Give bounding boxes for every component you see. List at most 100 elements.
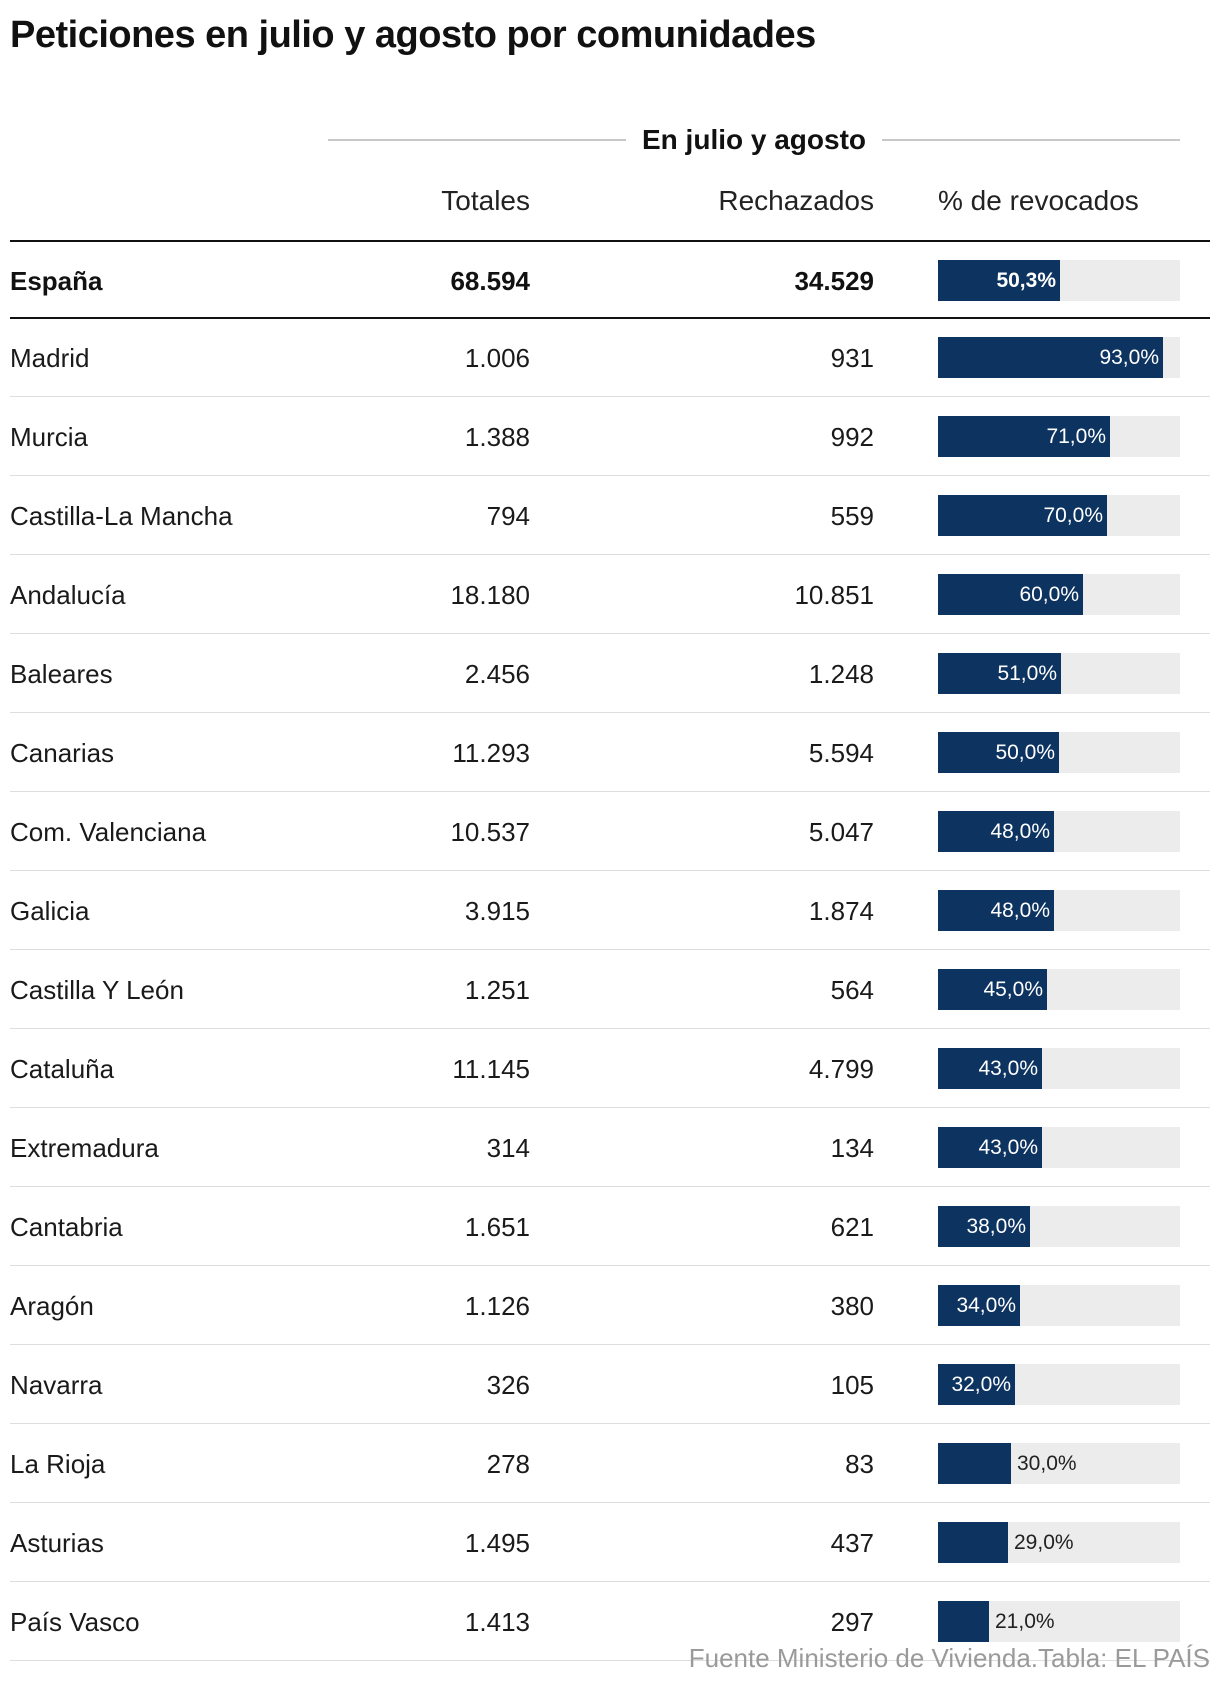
pct-bar-track: 30,0%: [938, 1443, 1180, 1484]
table-row: País Vasco 1.413 297 21,0%: [10, 1584, 1210, 1661]
row-rechazados: 83: [845, 1449, 874, 1479]
pct-bar-label: 48,0%: [990, 820, 1050, 843]
row-rechazados: 564: [830, 975, 874, 1005]
column-header-revocados: % de revocados: [938, 185, 1139, 216]
pct-bar: [938, 1285, 1020, 1326]
row-rechazados: 4.799: [808, 1054, 874, 1084]
row-name: Galicia: [10, 896, 90, 926]
row-totales: 278: [486, 1449, 530, 1479]
row-rechazados: 621: [830, 1212, 874, 1242]
pct-bar-label: 34,0%: [956, 1294, 1016, 1317]
row-totales: 3.915: [464, 896, 530, 926]
row-name: Baleares: [10, 659, 113, 689]
pct-bar: [938, 1206, 1030, 1247]
pct-bar: [938, 260, 1060, 301]
pct-bar-track: 50,3%: [938, 260, 1180, 301]
group-header: En julio y agosto: [328, 120, 1181, 160]
table-row: Baleares 2.456 1.248 51,0%: [10, 636, 1210, 713]
row-totales: 314: [486, 1133, 530, 1163]
pct-bar-track: 43,0%: [938, 1127, 1180, 1168]
row-rechazados: 1.874: [808, 896, 874, 926]
row-name: Andalucía: [10, 580, 126, 610]
pct-bar-label: 50,0%: [995, 741, 1055, 764]
row-name: Cantabria: [10, 1212, 123, 1242]
pct-bar-label: 50,3%: [996, 269, 1056, 292]
row-totales: 794: [486, 501, 530, 531]
pct-bar-label: 21,0%: [995, 1610, 1055, 1633]
pct-bar-track: 48,0%: [938, 811, 1180, 852]
row-rechazados: 931: [830, 343, 874, 373]
pct-bar-track: 60,0%: [938, 574, 1180, 615]
pct-bar-track: 50,0%: [938, 732, 1180, 773]
table-row: Navarra 326 105 32,0%: [10, 1347, 1210, 1424]
row-totales: 1.006: [464, 343, 530, 373]
group-header-rule-right: [882, 139, 1181, 141]
pct-bar-track: 32,0%: [938, 1364, 1180, 1405]
pct-bar: [938, 732, 1059, 773]
table-row: Cataluña 11.145 4.799 43,0%: [10, 1031, 1210, 1108]
pct-bar: [938, 1364, 1015, 1405]
row-rechazados: 297: [830, 1607, 874, 1637]
pct-bar: [938, 495, 1107, 536]
row-name: Navarra: [10, 1370, 103, 1400]
column-header-totales: Totales: [441, 185, 530, 216]
row-name: Murcia: [10, 422, 89, 452]
group-header-rule-left: [328, 139, 626, 141]
pct-bar-label: 30,0%: [1017, 1452, 1077, 1475]
row-name: España: [10, 266, 103, 296]
row-totales: 1.651: [464, 1212, 530, 1242]
pct-bar-label: 48,0%: [990, 899, 1050, 922]
pct-bar: [938, 1522, 1008, 1563]
table-row: Murcia 1.388 992 71,0%: [10, 399, 1210, 476]
row-name: Com. Valenciana: [10, 817, 207, 847]
pct-bar-label: 45,0%: [983, 978, 1043, 1001]
total-rule: [10, 317, 1210, 319]
pct-bar-track: 71,0%: [938, 416, 1180, 457]
pct-bar: [938, 337, 1163, 378]
pct-bar-track: 51,0%: [938, 653, 1180, 694]
pct-bar: [938, 653, 1061, 694]
row-name: Castilla Y León: [10, 975, 184, 1005]
table-row: Castilla Y León 1.251 564 45,0%: [10, 952, 1210, 1029]
pct-bar-track: 34,0%: [938, 1285, 1180, 1326]
row-rechazados: 1.248: [808, 659, 874, 689]
row-totales: 1.495: [464, 1528, 530, 1558]
row-name: Asturias: [10, 1528, 104, 1558]
page-title: Peticiones en julio y agosto por comunid…: [10, 14, 816, 56]
table-row: Canarias 11.293 5.594 50,0%: [10, 715, 1210, 792]
row-totales: 11.293: [452, 738, 530, 768]
pct-bar-label: 70,0%: [1043, 504, 1103, 527]
row-rechazados: 5.047: [808, 817, 874, 847]
row-rechazados: 992: [830, 422, 874, 452]
table-row: Asturias 1.495 437 29,0%: [10, 1505, 1210, 1582]
pct-bar-label: 43,0%: [978, 1057, 1038, 1080]
table-row: Andalucía 18.180 10.851 60,0%: [10, 557, 1210, 634]
table-row: Aragón 1.126 380 34,0%: [10, 1268, 1210, 1345]
row-name: Aragón: [10, 1291, 94, 1321]
row-name: Cataluña: [10, 1054, 115, 1084]
row-name: Castilla-La Mancha: [10, 501, 233, 531]
pct-bar: [938, 1601, 989, 1642]
row-rechazados: 134: [830, 1133, 874, 1163]
row-name: Madrid: [10, 343, 90, 373]
pct-bar: [938, 1127, 1042, 1168]
row-rechazados: 10.851: [794, 580, 874, 610]
row-totales: 326: [486, 1370, 530, 1400]
pct-bar-label: 51,0%: [997, 662, 1057, 685]
row-totales: 1.388: [464, 422, 530, 452]
pct-bar-track: 93,0%: [938, 337, 1180, 378]
pct-bar-label: 93,0%: [1099, 346, 1159, 369]
row-totales: 2.456: [464, 659, 530, 689]
row-rechazados: 105: [830, 1370, 874, 1400]
table-row: Castilla-La Mancha 794 559 70,0%: [10, 478, 1210, 555]
pct-bar: [938, 890, 1054, 931]
pct-bar-track: 43,0%: [938, 1048, 1180, 1089]
pct-bar: [938, 969, 1047, 1010]
row-totales: 10.537: [450, 817, 530, 847]
pct-bar-label: 43,0%: [978, 1136, 1038, 1159]
pct-bar: [938, 811, 1054, 852]
pct-bar-label: 32,0%: [951, 1373, 1011, 1396]
row-totales: 18.180: [450, 580, 530, 610]
table-row: Madrid 1.006 931 93,0%: [10, 320, 1210, 397]
column-header-rechazados: Rechazados: [718, 185, 874, 216]
